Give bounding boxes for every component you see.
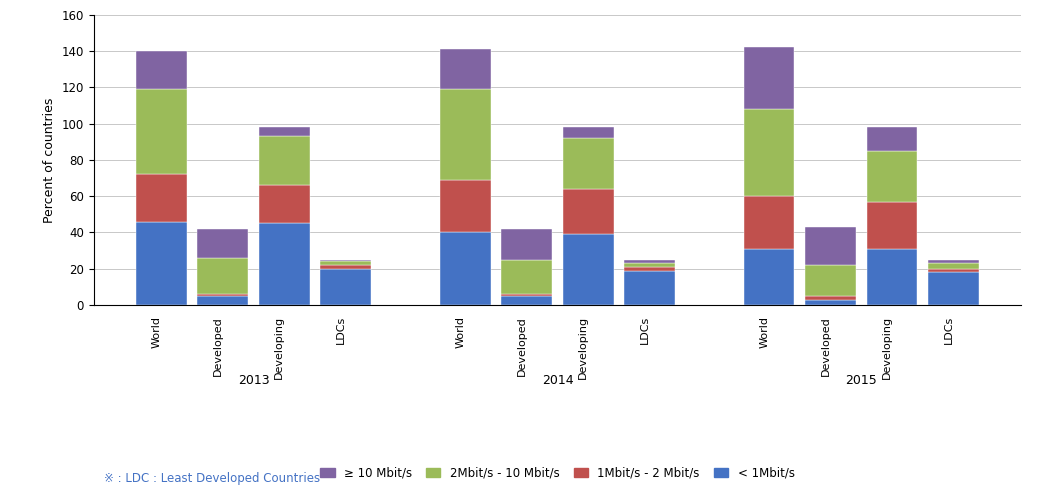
Bar — [928, 273, 979, 305]
Bar — [744, 47, 794, 109]
Y-axis label: Percent of countries: Percent of countries — [43, 97, 56, 222]
Text: World: World — [455, 316, 465, 348]
Text: Developing: Developing — [883, 316, 892, 379]
Bar — [744, 109, 794, 196]
Bar — [928, 260, 979, 263]
Text: Developing: Developing — [578, 316, 589, 379]
Text: 2013: 2013 — [238, 374, 269, 387]
Bar — [805, 265, 855, 296]
Text: Developed: Developed — [213, 316, 223, 376]
Bar — [563, 189, 614, 234]
Bar — [563, 234, 614, 305]
Text: Developed: Developed — [821, 316, 830, 376]
Bar — [744, 249, 794, 305]
Text: ※ : LDC : Least Developed Countries: ※ : LDC : Least Developed Countries — [104, 472, 320, 485]
Bar — [259, 185, 309, 223]
Bar — [321, 261, 371, 265]
Bar — [197, 258, 248, 294]
Bar — [197, 296, 248, 305]
Text: World: World — [760, 316, 769, 348]
Bar — [259, 127, 309, 136]
Text: World: World — [151, 316, 162, 348]
Bar — [135, 51, 187, 89]
Bar — [928, 269, 979, 273]
Bar — [624, 260, 675, 263]
Bar — [321, 265, 371, 269]
Bar — [563, 138, 614, 189]
Text: LDCs: LDCs — [336, 316, 346, 344]
Bar — [501, 296, 552, 305]
Bar — [867, 249, 918, 305]
Text: LDCs: LDCs — [640, 316, 650, 344]
Text: Developing: Developing — [274, 316, 284, 379]
Bar — [624, 271, 675, 305]
Bar — [867, 151, 918, 202]
Bar — [259, 223, 309, 305]
Bar — [440, 233, 491, 305]
Bar — [805, 300, 855, 305]
Bar — [624, 267, 675, 271]
Bar — [197, 294, 248, 296]
Text: 2015: 2015 — [845, 374, 877, 387]
Text: LDCs: LDCs — [944, 316, 953, 344]
Bar — [501, 229, 552, 260]
Bar — [928, 263, 979, 269]
Bar — [624, 263, 675, 267]
Bar — [501, 294, 552, 296]
Bar — [744, 196, 794, 249]
Bar — [440, 49, 491, 89]
Bar — [135, 89, 187, 174]
Bar — [805, 227, 855, 265]
Bar — [135, 174, 187, 221]
Bar — [321, 269, 371, 305]
Bar — [197, 229, 248, 258]
Text: Developed: Developed — [517, 316, 526, 376]
Bar — [259, 136, 309, 185]
Text: 2014: 2014 — [542, 374, 573, 387]
Legend: ≥ 10 Mbit/s, 2Mbit/s - 10 Mbit/s, 1Mbit/s - 2 Mbit/s, < 1Mbit/s: ≥ 10 Mbit/s, 2Mbit/s - 10 Mbit/s, 1Mbit/… — [316, 462, 799, 484]
Bar — [321, 260, 371, 261]
Bar — [867, 202, 918, 249]
Bar — [501, 260, 552, 294]
Bar — [805, 296, 855, 300]
Bar — [440, 180, 491, 233]
Bar — [867, 127, 918, 151]
Bar — [440, 89, 491, 180]
Bar — [135, 221, 187, 305]
Bar — [563, 127, 614, 138]
